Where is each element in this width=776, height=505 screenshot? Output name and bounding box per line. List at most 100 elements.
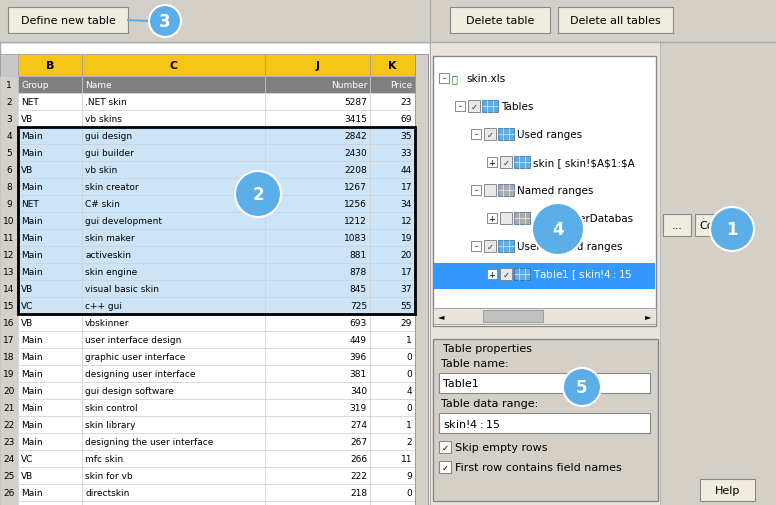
Text: 33: 33 — [400, 148, 412, 158]
FancyBboxPatch shape — [484, 240, 496, 252]
Text: Main: Main — [21, 183, 43, 191]
Text: 26: 26 — [3, 488, 15, 497]
FancyBboxPatch shape — [415, 382, 428, 399]
Text: Table data range:: Table data range: — [441, 398, 539, 408]
FancyBboxPatch shape — [18, 213, 82, 230]
Circle shape — [710, 208, 754, 251]
FancyBboxPatch shape — [265, 94, 370, 111]
FancyBboxPatch shape — [370, 264, 415, 280]
Text: 725: 725 — [350, 301, 367, 311]
FancyBboxPatch shape — [82, 179, 265, 195]
Text: 845: 845 — [350, 284, 367, 293]
Text: Delete all tables: Delete all tables — [570, 16, 661, 26]
FancyBboxPatch shape — [0, 382, 18, 399]
Text: 1: 1 — [726, 221, 738, 238]
Text: Main: Main — [21, 352, 43, 361]
Text: Help: Help — [715, 485, 740, 495]
FancyBboxPatch shape — [265, 450, 370, 467]
FancyBboxPatch shape — [415, 195, 428, 213]
Text: 13: 13 — [3, 268, 15, 276]
Text: -: - — [459, 103, 462, 111]
Text: Table1 [ skin!$4:$15: Table1 [ skin!$4:$15 — [533, 268, 632, 281]
FancyBboxPatch shape — [415, 213, 428, 230]
FancyBboxPatch shape — [370, 297, 415, 315]
FancyBboxPatch shape — [82, 128, 265, 145]
FancyBboxPatch shape — [265, 195, 370, 213]
FancyBboxPatch shape — [0, 348, 18, 365]
FancyBboxPatch shape — [18, 162, 82, 179]
Text: -: - — [442, 74, 445, 83]
FancyBboxPatch shape — [370, 484, 415, 501]
FancyBboxPatch shape — [18, 111, 82, 128]
FancyBboxPatch shape — [370, 162, 415, 179]
FancyBboxPatch shape — [434, 264, 655, 289]
FancyBboxPatch shape — [370, 213, 415, 230]
Text: Main: Main — [21, 268, 43, 276]
Text: 18: 18 — [3, 352, 15, 361]
FancyBboxPatch shape — [265, 55, 370, 77]
FancyBboxPatch shape — [0, 213, 18, 230]
Text: Main: Main — [21, 217, 43, 226]
Text: 2842: 2842 — [345, 132, 367, 141]
Text: 2: 2 — [407, 437, 412, 446]
Text: gui design software: gui design software — [85, 386, 174, 395]
Text: visual basic skin: visual basic skin — [85, 284, 159, 293]
FancyBboxPatch shape — [415, 450, 428, 467]
FancyBboxPatch shape — [471, 130, 481, 140]
FancyBboxPatch shape — [484, 185, 496, 196]
Text: 0: 0 — [407, 369, 412, 378]
FancyBboxPatch shape — [370, 145, 415, 162]
FancyBboxPatch shape — [18, 365, 82, 382]
FancyBboxPatch shape — [82, 365, 265, 382]
Text: ►: ► — [645, 312, 651, 321]
FancyBboxPatch shape — [471, 186, 481, 195]
Text: gui development: gui development — [85, 217, 162, 226]
Text: 25: 25 — [3, 471, 15, 480]
FancyBboxPatch shape — [415, 94, 428, 111]
Text: 16: 16 — [3, 318, 15, 327]
Text: Tables: Tables — [501, 102, 533, 112]
Text: 381: 381 — [350, 369, 367, 378]
FancyBboxPatch shape — [370, 365, 415, 382]
FancyBboxPatch shape — [439, 461, 451, 473]
FancyBboxPatch shape — [18, 467, 82, 484]
Text: 17: 17 — [3, 335, 15, 344]
FancyBboxPatch shape — [82, 382, 265, 399]
Text: vb skins: vb skins — [85, 115, 122, 124]
FancyBboxPatch shape — [265, 416, 370, 433]
FancyBboxPatch shape — [415, 230, 428, 246]
Text: Name: Name — [85, 81, 112, 90]
Text: 14: 14 — [3, 284, 15, 293]
FancyBboxPatch shape — [82, 213, 265, 230]
FancyBboxPatch shape — [498, 129, 514, 141]
FancyBboxPatch shape — [18, 55, 82, 77]
FancyBboxPatch shape — [0, 467, 18, 484]
FancyBboxPatch shape — [370, 128, 415, 145]
Text: User defined ranges: User defined ranges — [517, 241, 622, 251]
FancyBboxPatch shape — [265, 280, 370, 297]
FancyBboxPatch shape — [370, 179, 415, 195]
Text: user interface design: user interface design — [85, 335, 182, 344]
Text: 15: 15 — [3, 301, 15, 311]
FancyBboxPatch shape — [660, 43, 776, 505]
FancyBboxPatch shape — [0, 365, 18, 382]
FancyBboxPatch shape — [370, 246, 415, 264]
FancyBboxPatch shape — [0, 416, 18, 433]
FancyBboxPatch shape — [0, 179, 18, 195]
FancyBboxPatch shape — [370, 433, 415, 450]
Text: VB: VB — [21, 318, 33, 327]
Text: 396: 396 — [350, 352, 367, 361]
FancyBboxPatch shape — [18, 94, 82, 111]
Text: J: J — [316, 61, 320, 71]
FancyBboxPatch shape — [370, 399, 415, 416]
Text: 878: 878 — [350, 268, 367, 276]
FancyBboxPatch shape — [0, 331, 18, 348]
FancyBboxPatch shape — [415, 179, 428, 195]
FancyBboxPatch shape — [500, 269, 512, 280]
FancyBboxPatch shape — [514, 213, 530, 225]
Text: 19: 19 — [400, 233, 412, 242]
FancyBboxPatch shape — [18, 348, 82, 365]
FancyBboxPatch shape — [18, 331, 82, 348]
Text: 12: 12 — [400, 217, 412, 226]
FancyBboxPatch shape — [415, 297, 428, 315]
